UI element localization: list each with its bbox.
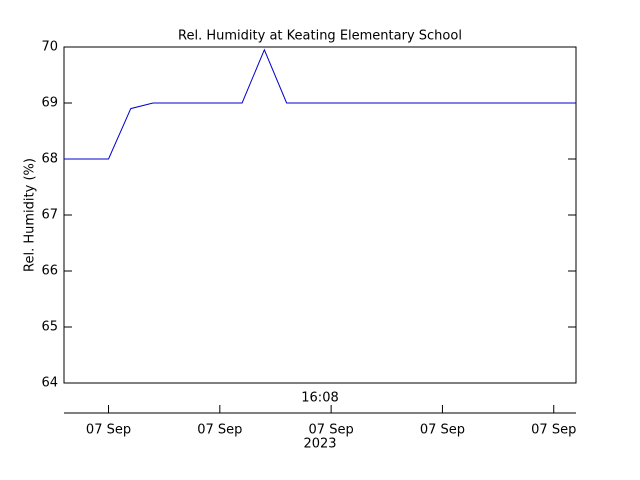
y-axis-label: Rel. Humidity (%) bbox=[23, 158, 38, 272]
x-tick-label: 07 Sep bbox=[86, 423, 131, 438]
y-tick-label: 67 bbox=[41, 208, 58, 223]
x-tick-label: 07 Sep bbox=[531, 423, 576, 438]
y-tick-label: 68 bbox=[41, 152, 58, 167]
x-tick-label: 07 Sep bbox=[197, 423, 242, 438]
y-tick-label: 64 bbox=[41, 376, 58, 391]
x-tick-label: 07 Sep bbox=[309, 423, 354, 438]
y-tick-label: 69 bbox=[41, 96, 58, 111]
y-tick-label: 70 bbox=[41, 40, 58, 55]
chart-title: Rel. Humidity at Keating Elementary Scho… bbox=[178, 29, 462, 44]
time-label: 16:08 bbox=[301, 391, 338, 406]
year-label: 2023 bbox=[303, 437, 336, 452]
x-tick-label: 07 Sep bbox=[420, 423, 465, 438]
y-tick-label: 66 bbox=[41, 264, 58, 279]
y-tick-label: 65 bbox=[41, 320, 58, 335]
data-line bbox=[64, 48, 576, 160]
